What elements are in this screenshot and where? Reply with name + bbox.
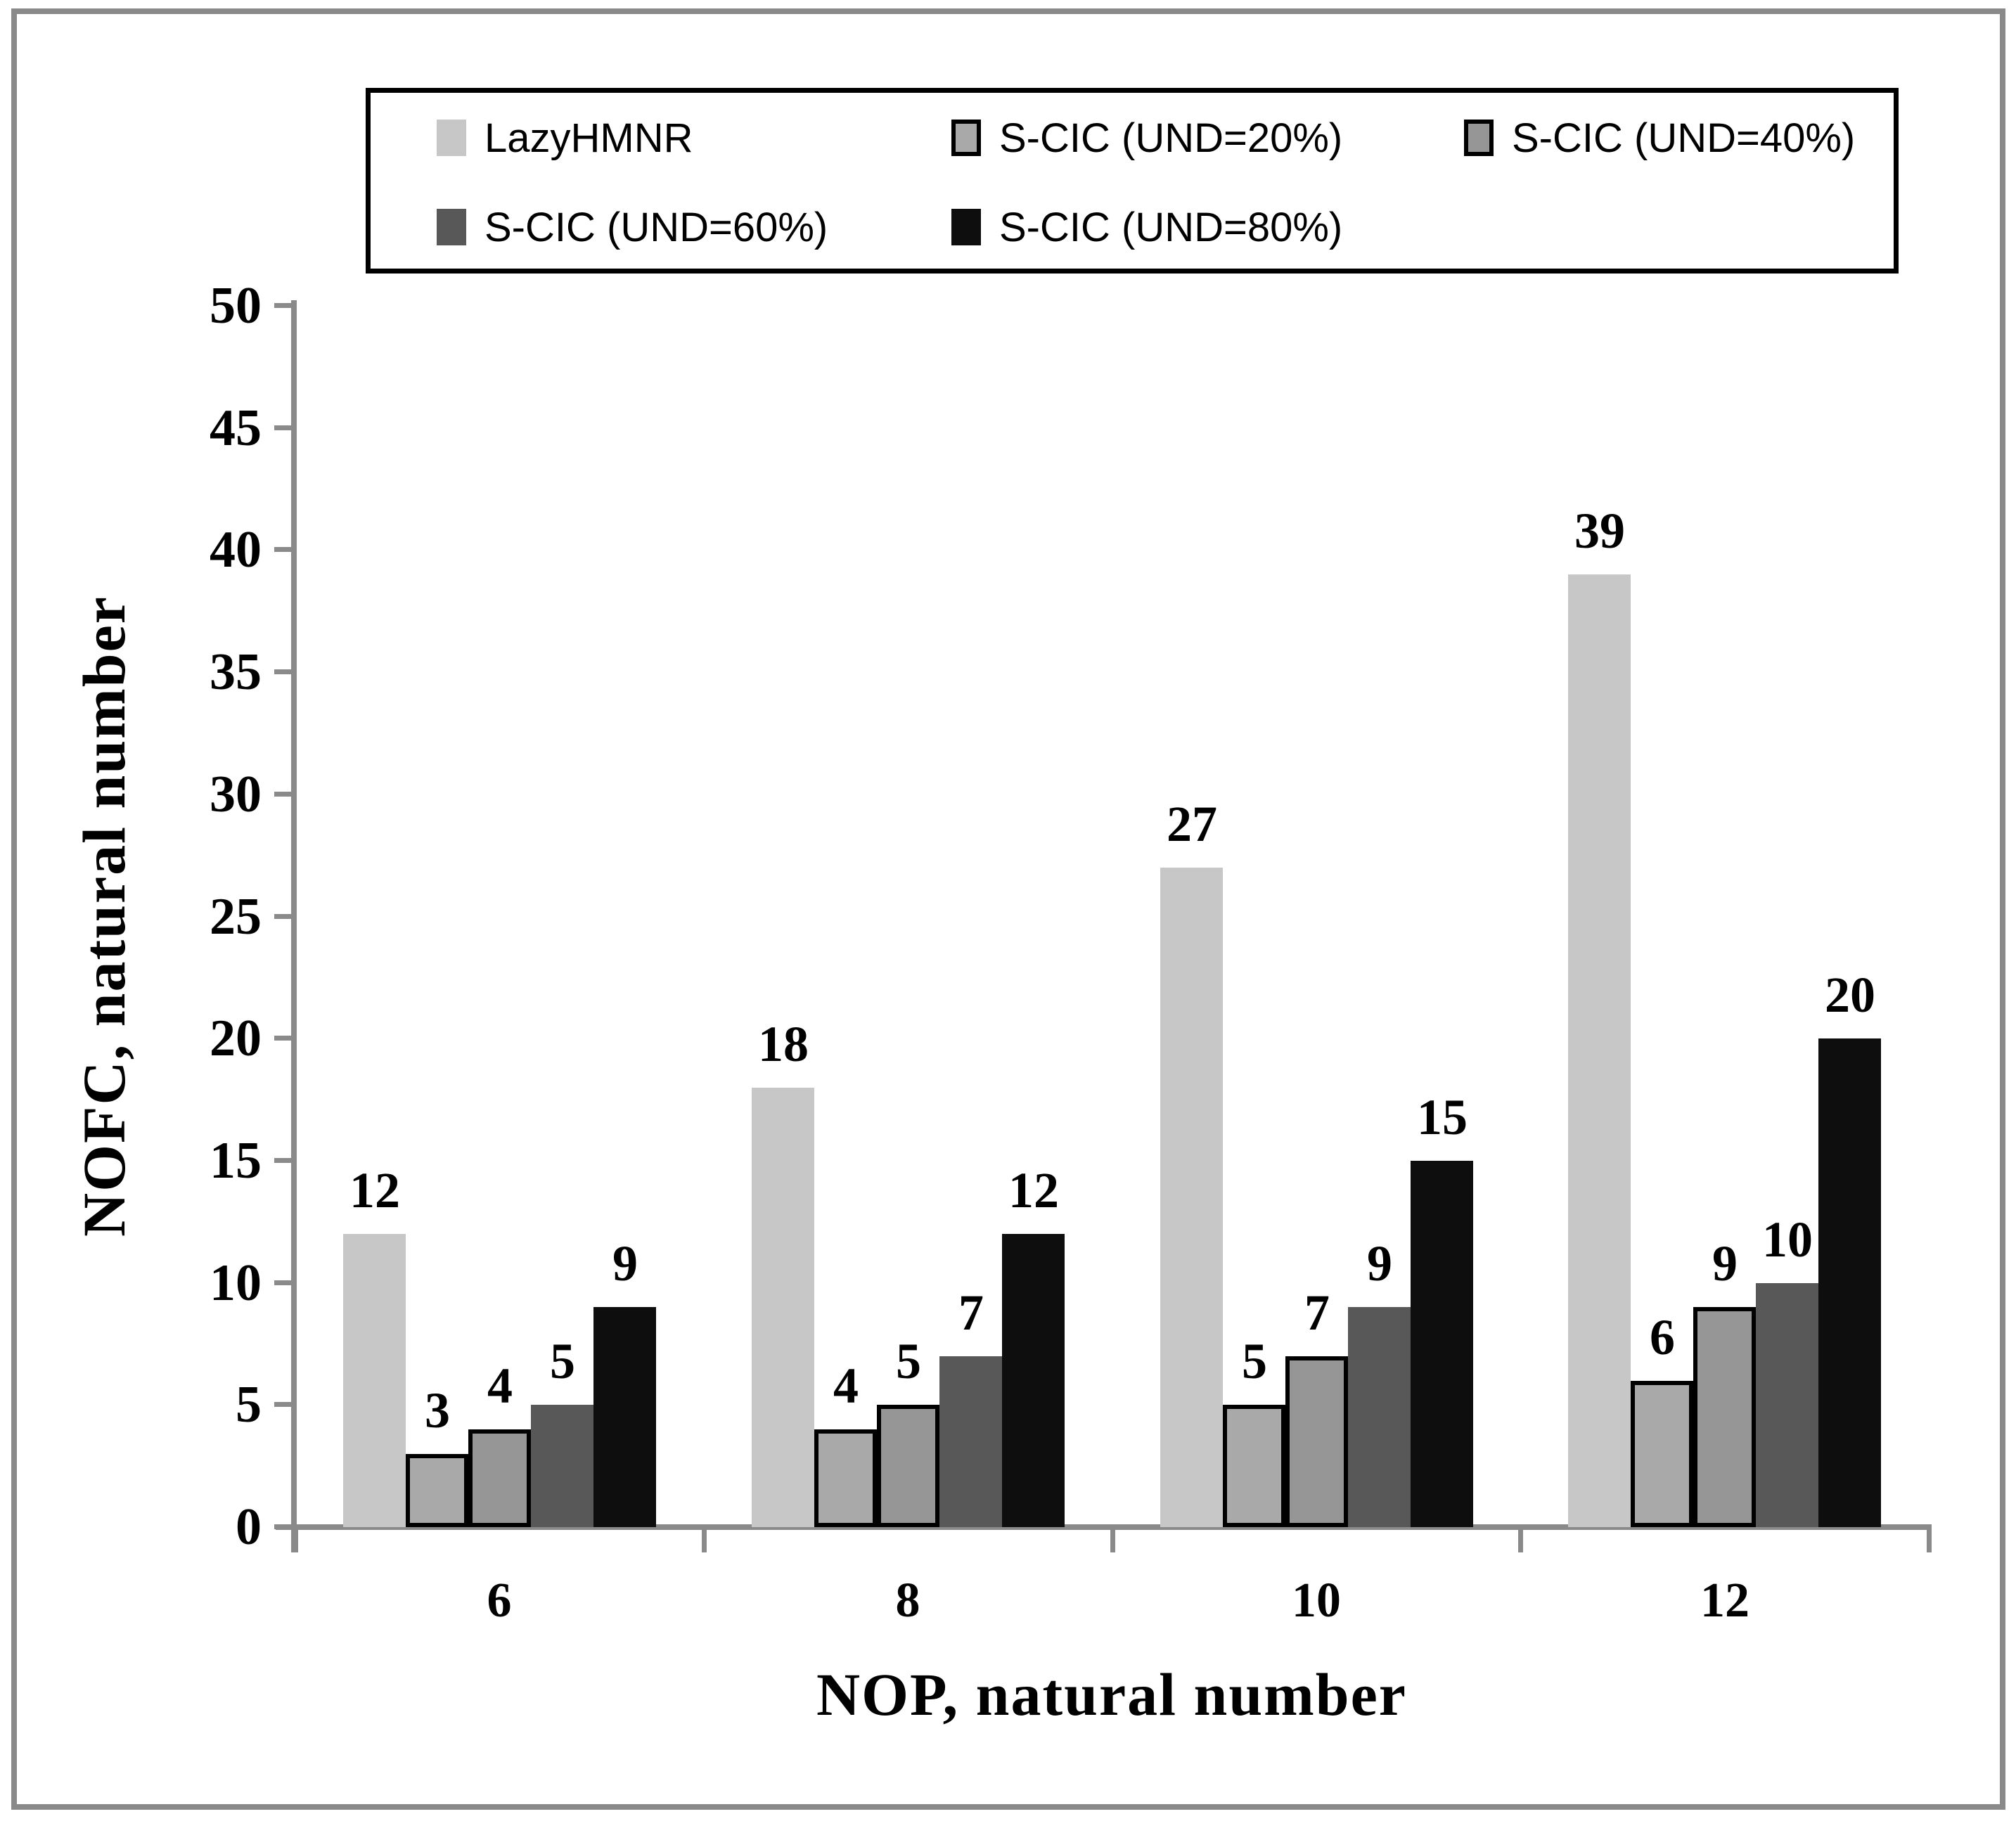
- bar-value-label: 9: [1712, 1235, 1738, 1292]
- y-axis-tick-label: 0: [236, 1498, 262, 1556]
- y-axis-tick: [274, 669, 293, 674]
- bar-s-cic-und-80--nop8: [1002, 1234, 1065, 1527]
- bar-value-label: 4: [487, 1358, 513, 1414]
- x-axis-category-label: 12: [1700, 1574, 1749, 1628]
- y-axis-tick-label: 5: [236, 1376, 262, 1434]
- legend-item: S-CIC (UND=80%): [951, 205, 1342, 250]
- legend-label: S-CIC (UND=80%): [999, 204, 1343, 250]
- legend-item: S-CIC (UND=40%): [1464, 115, 1855, 161]
- bar-value-label: 4: [833, 1358, 859, 1414]
- bar-value-label: 7: [958, 1285, 984, 1341]
- x-axis-line: [276, 1524, 1932, 1530]
- legend-swatch-icon: [951, 209, 981, 245]
- legend-item: S-CIC (UND=20%): [951, 115, 1342, 161]
- bar-value-label: 39: [1574, 503, 1625, 559]
- y-axis-tick-label: 30: [210, 766, 262, 823]
- legend-swatch-icon: [1464, 120, 1494, 156]
- bar-s-cic-und-20--nop8: [814, 1429, 877, 1527]
- bar-value-label: 7: [1304, 1285, 1330, 1341]
- bar-value-label: 9: [1367, 1235, 1392, 1292]
- bar-lazyhmnr-nop10: [1160, 868, 1223, 1527]
- y-axis-tick: [274, 792, 293, 797]
- bar-s-cic-und-60--nop10: [1348, 1307, 1411, 1527]
- bar-s-cic-und-60--nop8: [939, 1356, 1002, 1527]
- legend-label: S-CIC (UND=60%): [484, 204, 828, 250]
- y-axis-line: [291, 300, 297, 1552]
- bar-value-label: 5: [896, 1333, 921, 1389]
- bar-value-label: 18: [758, 1016, 809, 1072]
- x-axis-tick: [293, 1524, 298, 1552]
- x-axis-tick: [1927, 1524, 1932, 1552]
- legend-label: S-CIC (UND=20%): [999, 115, 1343, 161]
- bar-s-cic-und-60--nop6: [531, 1405, 593, 1527]
- bar-value-label: 20: [1825, 967, 1875, 1023]
- y-axis-tick: [274, 425, 293, 430]
- y-axis-tick-label: 15: [210, 1132, 262, 1190]
- y-axis-tick-label: 35: [210, 643, 262, 701]
- x-axis-category-label: 10: [1292, 1574, 1341, 1628]
- figure-border: [11, 8, 2005, 1810]
- x-axis-category-label: 6: [487, 1574, 512, 1628]
- legend-swatch-icon: [951, 120, 981, 156]
- bar-s-cic-und-20--nop10: [1223, 1405, 1285, 1527]
- bar-value-label: 5: [550, 1333, 575, 1389]
- y-axis-tick-label: 40: [210, 521, 262, 579]
- legend-swatch-icon: [437, 209, 466, 245]
- bar-s-cic-und-40--nop12: [1693, 1307, 1756, 1527]
- bar-lazyhmnr-nop6: [343, 1234, 406, 1527]
- legend-label: LazyHMNR: [484, 115, 693, 161]
- bar-value-label: 27: [1167, 796, 1217, 852]
- y-axis-tick: [274, 303, 293, 308]
- bar-s-cic-und-20--nop12: [1631, 1381, 1693, 1527]
- x-axis-tick: [1518, 1524, 1523, 1552]
- bar-value-label: 12: [1008, 1162, 1059, 1218]
- x-axis-title: NOP, natural number: [816, 1661, 1407, 1728]
- bar-s-cic-und-40--nop10: [1285, 1356, 1348, 1527]
- bar-s-cic-und-80--nop6: [593, 1307, 656, 1527]
- x-axis-tick: [702, 1524, 707, 1552]
- bar-value-label: 5: [1242, 1333, 1267, 1389]
- bar-value-label: 9: [612, 1235, 638, 1292]
- y-axis-tick-label: 20: [210, 1010, 262, 1067]
- y-axis-tick: [274, 1524, 293, 1529]
- y-axis-tick-label: 45: [210, 399, 262, 457]
- bar-lazyhmnr-nop12: [1568, 574, 1631, 1527]
- legend-label: S-CIC (UND=40%): [1512, 115, 1856, 161]
- legend-swatch-icon: [437, 120, 466, 156]
- bar-s-cic-und-80--nop12: [1818, 1038, 1881, 1527]
- bar-s-cic-und-60--nop12: [1756, 1283, 1818, 1527]
- bar-value-label: 12: [349, 1162, 400, 1218]
- bar-value-label: 6: [1650, 1309, 1675, 1365]
- x-axis-category-label: 8: [895, 1574, 920, 1628]
- bar-value-label: 3: [425, 1382, 450, 1439]
- bar-s-cic-und-80--nop10: [1411, 1161, 1473, 1527]
- y-axis-tick: [274, 1036, 293, 1041]
- y-axis-title: NOFC, natural number: [70, 596, 138, 1237]
- legend-item: LazyHMNR: [437, 115, 693, 161]
- y-axis-tick: [274, 914, 293, 919]
- bar-value-label: 10: [1762, 1211, 1813, 1268]
- y-axis-tick: [274, 1280, 293, 1285]
- legend-item: S-CIC (UND=60%): [437, 205, 828, 250]
- y-axis-tick: [274, 547, 293, 552]
- legend: LazyHMNR S-CIC (UND=20%) S-CIC (UND=40%) S-…: [366, 88, 1899, 274]
- bar-s-cic-und-40--nop6: [468, 1429, 531, 1527]
- x-axis-tick: [1110, 1524, 1115, 1552]
- bar-lazyhmnr-nop8: [752, 1088, 814, 1527]
- y-axis-tick-label: 10: [210, 1254, 262, 1312]
- bar-value-label: 15: [1417, 1089, 1468, 1145]
- y-axis-tick: [274, 1402, 293, 1407]
- y-axis-tick-label: 25: [210, 888, 262, 946]
- y-axis-tick: [274, 1158, 293, 1163]
- bar-s-cic-und-40--nop8: [877, 1405, 939, 1527]
- bar-s-cic-und-20--nop6: [406, 1454, 468, 1527]
- y-axis-tick-label: 50: [210, 277, 262, 335]
